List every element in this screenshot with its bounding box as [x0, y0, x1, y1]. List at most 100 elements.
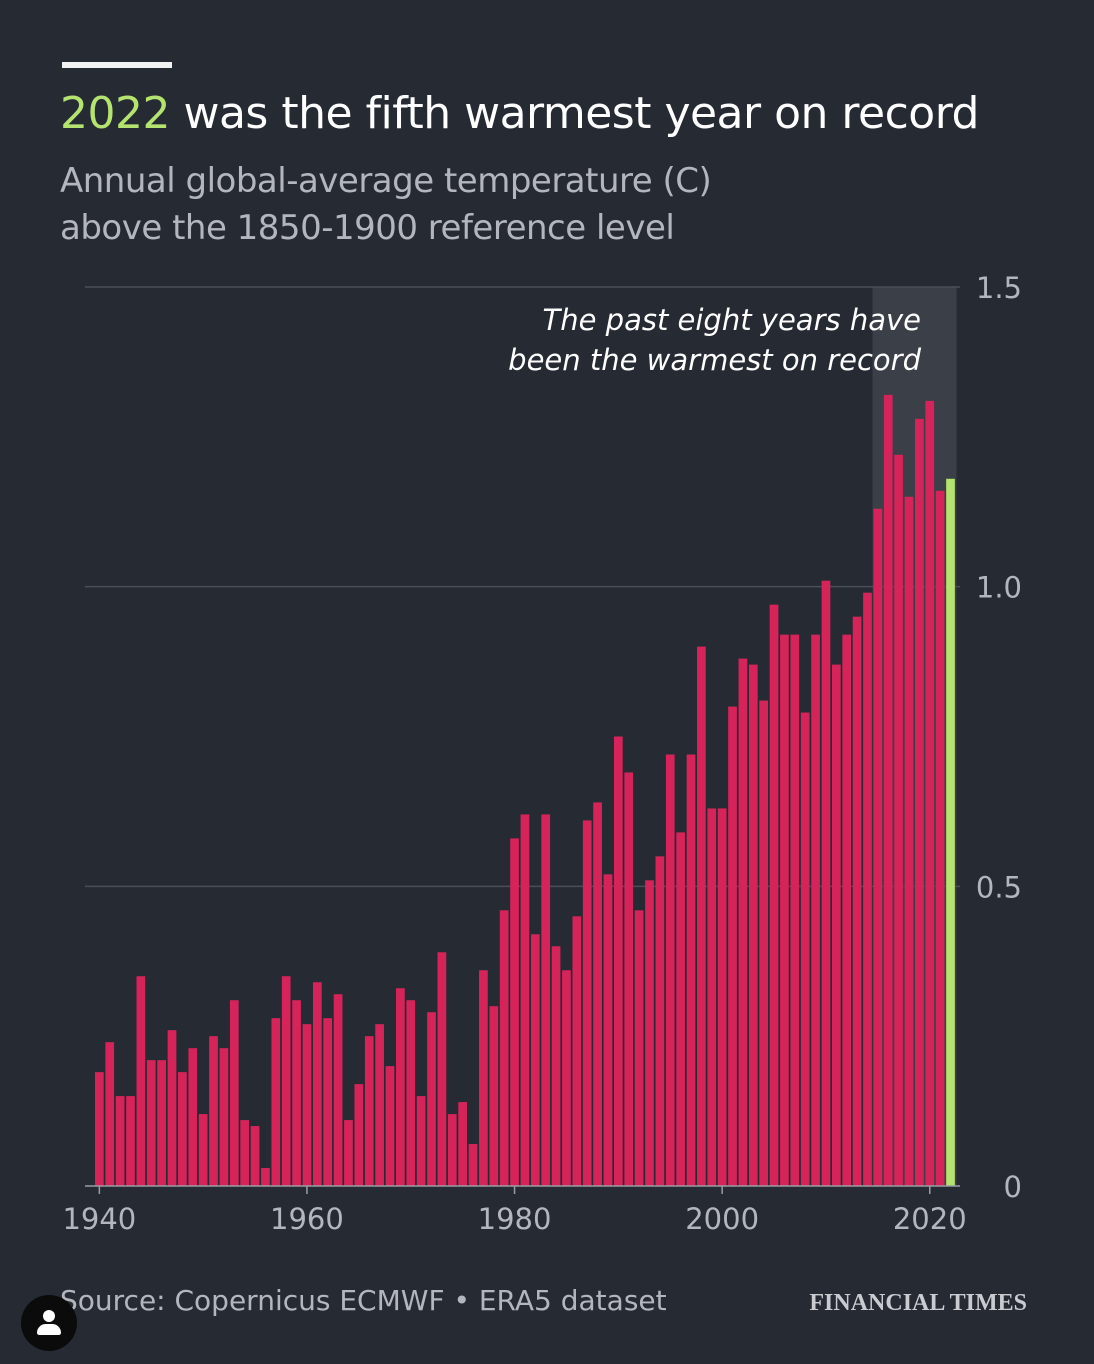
bar-1973 — [437, 952, 447, 1186]
bar-1953 — [229, 1000, 239, 1186]
bar-1989 — [603, 874, 613, 1186]
bar-2012 — [842, 634, 852, 1186]
bar-2016 — [883, 394, 893, 1186]
bar-1940 — [95, 1072, 104, 1186]
bar-1962 — [323, 1018, 333, 1186]
bar-2017 — [894, 454, 903, 1186]
bar-1994 — [655, 856, 665, 1186]
bar-1954 — [240, 1120, 250, 1186]
bar-2008 — [800, 712, 810, 1186]
bar-1992 — [634, 910, 644, 1186]
bar-1983 — [541, 814, 551, 1186]
bar-1969 — [396, 988, 405, 1186]
y-tick-label: 1.0 — [976, 571, 1022, 605]
bar-2021 — [935, 490, 945, 1187]
chart-title: 2022 was the fifth warmest year on recor… — [60, 88, 979, 139]
annotation-line-1: The past eight years have — [543, 303, 922, 337]
x-tick-label: 1960 — [270, 1202, 344, 1236]
bar-1946 — [157, 1060, 166, 1186]
bar-1995 — [665, 754, 675, 1186]
bar-1972 — [427, 1012, 436, 1186]
bar-2010 — [821, 580, 831, 1186]
bar-1974 — [447, 1114, 457, 1186]
bar-1944 — [136, 976, 146, 1186]
header-rule — [62, 62, 172, 68]
bar-1980 — [510, 838, 519, 1186]
bar-1949 — [188, 1048, 198, 1186]
bar-1956 — [261, 1168, 270, 1186]
title-highlight-year: 2022 — [60, 88, 170, 139]
bar-1950 — [198, 1114, 208, 1186]
bar-1985 — [562, 970, 571, 1186]
bar-1945 — [146, 1060, 156, 1186]
bar-2011 — [831, 664, 841, 1186]
bar-2007 — [790, 634, 800, 1186]
bar-1961 — [312, 982, 322, 1186]
bar-1942 — [115, 1096, 125, 1186]
bar-1996 — [676, 832, 685, 1186]
x-tick-label: 2020 — [893, 1202, 967, 1236]
bar-1979 — [499, 910, 509, 1186]
annotation-line-2: been the warmest on record — [508, 343, 921, 377]
bar-1977 — [479, 970, 488, 1186]
bar-1963 — [333, 994, 343, 1186]
chart-subtitle: Annual global-average temperature (C) ab… — [60, 158, 712, 252]
bar-1967 — [375, 1024, 384, 1186]
bar-1970 — [406, 1000, 416, 1186]
bar-1943 — [126, 1096, 135, 1186]
avatar-head-shape — [43, 1310, 55, 1322]
bar-1999 — [707, 808, 717, 1186]
avatar-body-shape — [37, 1324, 61, 1335]
bar-1988 — [593, 802, 602, 1186]
bar-2003 — [748, 664, 758, 1186]
bar-2006 — [780, 634, 789, 1186]
subtitle-line-2: above the 1850-1900 reference level — [60, 208, 675, 248]
bar-2009 — [811, 634, 820, 1186]
bar-2004 — [759, 700, 769, 1186]
bar-2001 — [728, 706, 737, 1186]
bar-2014 — [863, 592, 872, 1186]
bar-1978 — [489, 1006, 499, 1186]
x-tick-label: 1940 — [62, 1202, 136, 1236]
bar-1957 — [271, 1018, 281, 1186]
bar-2018 — [904, 496, 914, 1186]
bar-1993 — [645, 880, 654, 1186]
bar-2019 — [915, 418, 924, 1186]
bar-1976 — [468, 1144, 478, 1186]
bar-1966 — [364, 1036, 374, 1186]
bar-1941 — [105, 1042, 115, 1186]
bar-1948 — [178, 1072, 187, 1186]
bar-1955 — [250, 1126, 260, 1186]
bar-1968 — [385, 1066, 395, 1186]
bar-1951 — [209, 1036, 218, 1186]
bar-2005 — [769, 604, 779, 1186]
bar-2015 — [873, 508, 883, 1187]
bar-1982 — [530, 934, 540, 1186]
subtitle-line-1: Annual global-average temperature (C) — [60, 161, 712, 201]
bar-1984 — [551, 946, 561, 1186]
bar-1959 — [292, 1000, 301, 1186]
user-avatar-icon[interactable] — [21, 1295, 77, 1351]
y-tick-label: 0.5 — [976, 870, 1022, 904]
bar-2002 — [738, 658, 748, 1186]
bar-2013 — [852, 616, 862, 1186]
bar-1997 — [686, 754, 696, 1186]
bar-1960 — [302, 1024, 312, 1186]
bar-1947 — [167, 1030, 177, 1186]
x-tick-label: 1980 — [478, 1202, 552, 1236]
bar-1952 — [219, 1048, 229, 1186]
bar-1958 — [281, 976, 291, 1186]
bar-highlight-2022 — [946, 478, 955, 1187]
bar-1965 — [354, 1084, 364, 1186]
bar-2000 — [717, 808, 727, 1186]
bar-1991 — [624, 772, 634, 1186]
bar-2020 — [925, 400, 935, 1187]
y-tick-label: 0 — [1004, 1170, 1022, 1204]
ft-logo: FINANCIAL TIMES — [809, 1290, 1027, 1316]
y-tick-label: 1.5 — [976, 271, 1022, 305]
bar-1986 — [572, 916, 582, 1186]
title-text: was the fifth warmest year on record — [169, 88, 979, 139]
bar-1990 — [614, 736, 623, 1186]
bar-1987 — [582, 820, 592, 1186]
